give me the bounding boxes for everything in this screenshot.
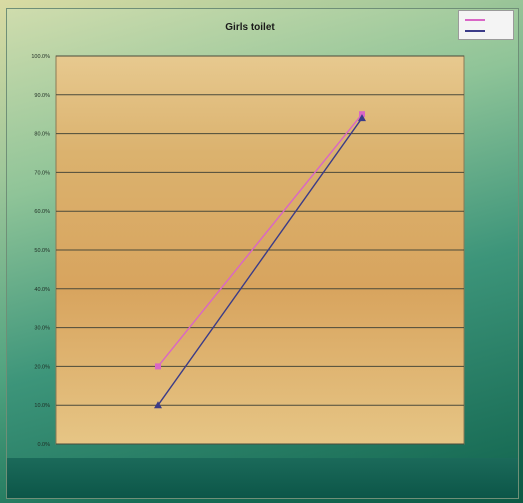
legend: [458, 10, 514, 40]
data-point: [358, 114, 366, 122]
y-tick-label: 70.0%: [34, 170, 50, 176]
y-axis-tick-labels: 0.0% 10.0% 20.0% 30.0% 40.0% 50.0% 60.0% 70.0% 8…: [31, 54, 50, 448]
y-tick-label: 10.0%: [34, 403, 50, 409]
series-layer: [154, 111, 366, 409]
chart-title: Girls toilet: [225, 22, 275, 33]
y-tick-label: 40.0%: [34, 287, 50, 293]
y-tick-label: 100.0%: [31, 54, 50, 60]
y-tick-label: 20.0%: [34, 364, 50, 370]
y-tick-label: 0.0%: [37, 442, 50, 448]
legend-entry-2: [465, 28, 509, 34]
y-tick-label: 30.0%: [34, 326, 50, 332]
legend-entry-1: [465, 17, 509, 23]
data-point: [155, 363, 161, 370]
y-tick-label: 80.0%: [34, 132, 50, 138]
y-tick-label: 50.0%: [34, 248, 50, 254]
chart-footer-band: [7, 458, 518, 498]
y-tick-label: 60.0%: [34, 209, 50, 215]
series-line-2: [157, 117, 363, 406]
series-line-1: [157, 113, 363, 367]
legend-swatch-2: [465, 30, 485, 32]
data-point: [154, 401, 162, 409]
y-tick-label: 90.0%: [34, 93, 50, 99]
gridlines: [56, 55, 464, 445]
legend-swatch-1: [465, 19, 485, 21]
